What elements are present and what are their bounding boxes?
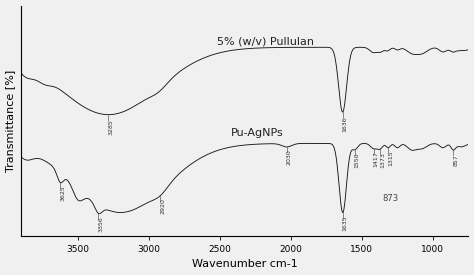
Text: 3356: 3356 bbox=[99, 216, 103, 232]
Text: 2920: 2920 bbox=[160, 198, 165, 214]
Text: 1550: 1550 bbox=[355, 152, 360, 168]
Text: 857: 857 bbox=[453, 155, 458, 166]
Text: Pu-AgNPs: Pu-AgNPs bbox=[231, 128, 284, 138]
Text: 1373: 1373 bbox=[380, 152, 385, 167]
Text: 2030: 2030 bbox=[287, 149, 292, 165]
Text: 5% (w/v) Pullulan: 5% (w/v) Pullulan bbox=[217, 37, 314, 47]
X-axis label: Wavenumber cm-1: Wavenumber cm-1 bbox=[192, 259, 298, 270]
Text: 1635: 1635 bbox=[343, 215, 348, 231]
Text: 1417: 1417 bbox=[374, 151, 379, 167]
Text: 873: 873 bbox=[382, 194, 399, 203]
Text: 3285: 3285 bbox=[109, 119, 113, 135]
Text: 1315: 1315 bbox=[388, 150, 393, 166]
Y-axis label: Transmittance [%]: Transmittance [%] bbox=[6, 70, 16, 172]
Text: 3625: 3625 bbox=[60, 185, 65, 200]
Text: 1636: 1636 bbox=[343, 117, 347, 132]
